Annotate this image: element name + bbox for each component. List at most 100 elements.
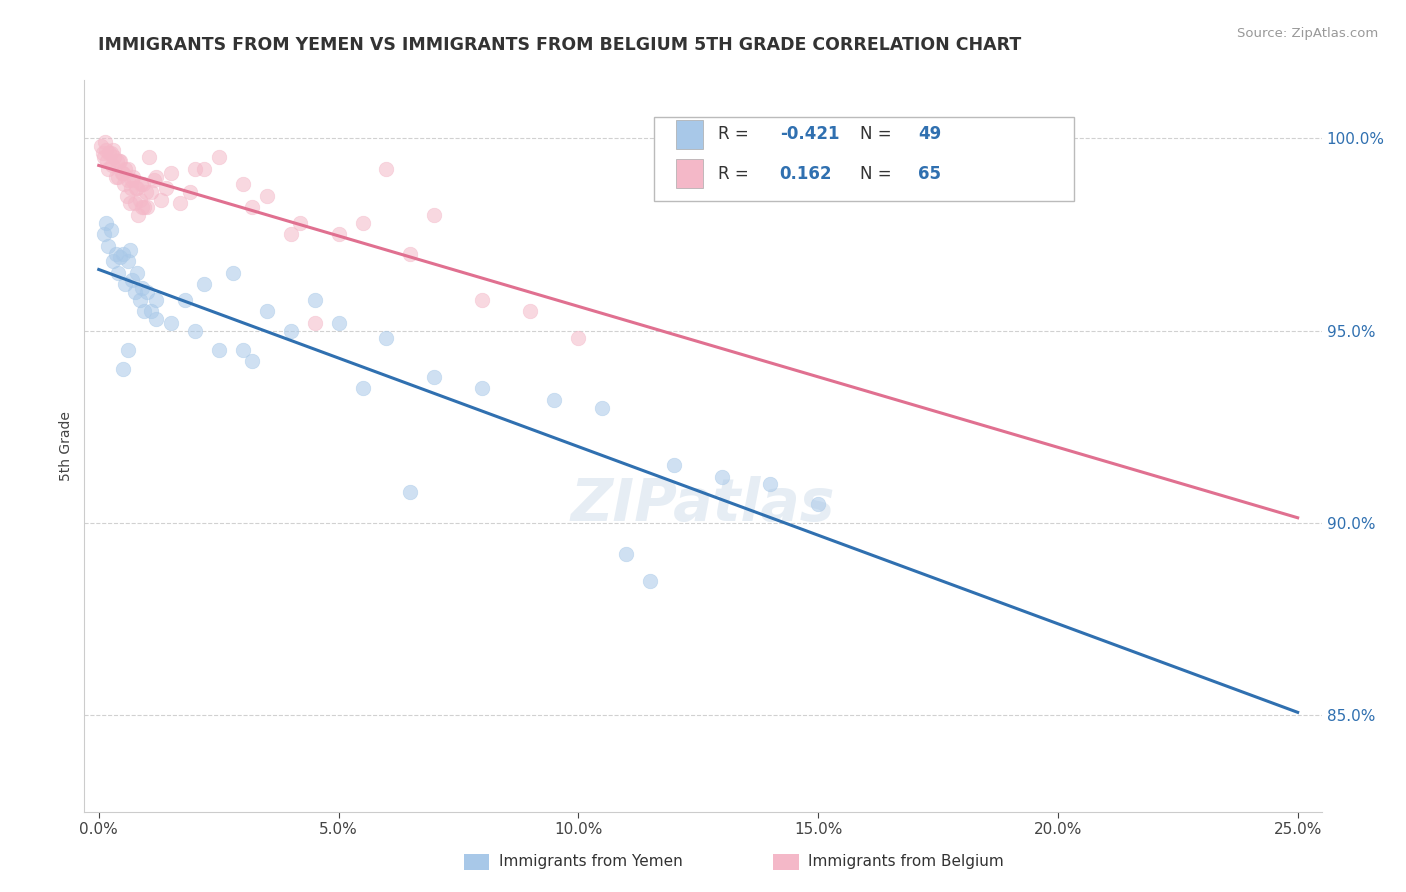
Point	[222, 266, 245, 280]
Point	[100, 146, 122, 161]
Point	[118, 243, 141, 257]
Point	[94, 143, 117, 157]
Point	[159, 166, 181, 180]
Point	[183, 324, 205, 338]
Point	[280, 324, 302, 338]
Point	[155, 181, 177, 195]
Point	[141, 185, 163, 199]
Point	[142, 173, 165, 187]
Text: R =: R =	[718, 165, 754, 183]
FancyBboxPatch shape	[676, 120, 703, 149]
Point	[122, 169, 145, 184]
Text: 49: 49	[918, 125, 942, 144]
Point	[614, 547, 637, 561]
Point	[304, 293, 326, 307]
Point	[107, 169, 129, 184]
Point	[208, 150, 231, 164]
Point	[423, 208, 446, 222]
Point	[174, 293, 197, 307]
Point	[114, 277, 136, 292]
Point	[111, 166, 134, 180]
Text: IMMIGRANTS FROM YEMEN VS IMMIGRANTS FROM BELGIUM 5TH GRADE CORRELATION CHART: IMMIGRANTS FROM YEMEN VS IMMIGRANTS FROM…	[98, 36, 1022, 54]
Point	[193, 161, 215, 176]
Point	[145, 293, 167, 307]
Point	[352, 216, 374, 230]
Point	[471, 293, 494, 307]
Point	[179, 185, 201, 199]
Point	[125, 181, 148, 195]
Point	[591, 401, 613, 415]
Point	[543, 392, 565, 407]
Point	[240, 354, 263, 368]
Point	[567, 331, 589, 345]
Point	[104, 246, 127, 260]
Point	[107, 266, 129, 280]
Point	[134, 304, 156, 318]
Point	[101, 158, 124, 172]
Point	[127, 181, 149, 195]
Point	[93, 135, 115, 149]
Point	[90, 138, 112, 153]
Point	[711, 470, 734, 484]
Point	[807, 497, 830, 511]
Point	[399, 485, 422, 500]
Point	[240, 200, 263, 214]
Point	[193, 277, 215, 292]
Text: N =: N =	[860, 165, 897, 183]
FancyBboxPatch shape	[676, 159, 703, 188]
Text: R =: R =	[718, 125, 754, 144]
Text: Source: ZipAtlas.com: Source: ZipAtlas.com	[1237, 27, 1378, 40]
Point	[121, 273, 143, 287]
Text: ZIPatlas: ZIPatlas	[571, 476, 835, 533]
Text: Immigrants from Belgium: Immigrants from Belgium	[808, 855, 1004, 869]
Point	[131, 281, 153, 295]
Point	[91, 146, 114, 161]
Point	[423, 369, 446, 384]
FancyBboxPatch shape	[654, 117, 1074, 201]
Text: N =: N =	[860, 125, 897, 144]
Point	[664, 458, 686, 473]
Point	[103, 150, 125, 164]
Point	[112, 178, 135, 192]
Point	[111, 362, 134, 376]
Point	[759, 477, 782, 491]
Point	[129, 178, 152, 192]
Point	[141, 304, 163, 318]
Text: 65: 65	[918, 165, 941, 183]
Point	[183, 161, 205, 176]
Point	[105, 154, 128, 169]
Point	[256, 304, 278, 318]
Point	[128, 193, 150, 207]
Point	[97, 239, 120, 253]
Point	[118, 196, 141, 211]
Point	[135, 185, 157, 199]
Point	[94, 216, 117, 230]
Point	[280, 227, 302, 242]
Point	[232, 343, 254, 357]
Point	[138, 150, 160, 164]
Point	[399, 246, 422, 260]
Point	[97, 161, 120, 176]
Point	[111, 246, 134, 260]
Point	[127, 266, 149, 280]
Point	[375, 331, 398, 345]
Point	[128, 293, 150, 307]
Point	[328, 316, 350, 330]
Point	[132, 178, 155, 192]
Point	[121, 173, 143, 187]
Point	[288, 216, 311, 230]
Text: Immigrants from Yemen: Immigrants from Yemen	[499, 855, 683, 869]
Point	[124, 285, 146, 299]
Point	[256, 188, 278, 202]
Point	[96, 154, 118, 169]
Point	[159, 316, 181, 330]
Point	[117, 161, 139, 176]
Point	[115, 188, 138, 202]
Point	[145, 312, 167, 326]
Point	[169, 196, 191, 211]
Point	[120, 181, 142, 195]
Point	[117, 343, 139, 357]
Point	[150, 193, 173, 207]
Point	[135, 200, 157, 214]
Point	[101, 143, 124, 157]
